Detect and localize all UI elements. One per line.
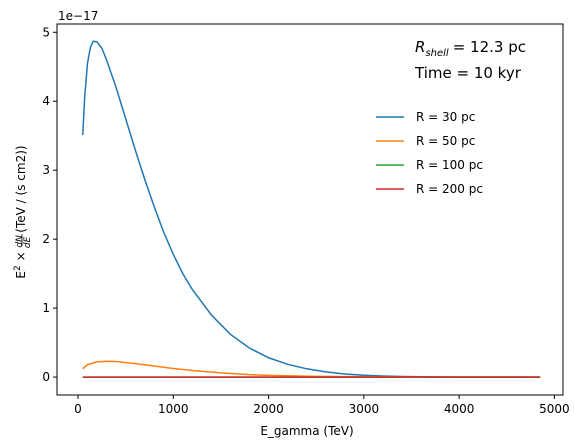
svg-text:Rshell= 12.3 pc: Rshell = 12.3 pc <box>415 38 526 59</box>
x-tick-label: 5000 <box>539 402 570 416</box>
legend-label-3: R = 100 pc <box>416 158 483 172</box>
legend: R = 30 pc R = 50 pc R = 100 pc R = 200 pc <box>376 110 483 196</box>
y-tick-label: 0 <box>42 370 50 384</box>
x-axis-label: E_gamma (TeV) <box>260 424 353 438</box>
x-tick-label: 3000 <box>349 402 380 416</box>
y-tick-label: 4 <box>42 94 50 108</box>
rshell-value: = 12.3 pc <box>453 38 526 56</box>
plot-lines <box>81 40 541 378</box>
svg-text:E2 × dNdE(TeV / (s cm2)): E2 × dNdE (TeV / (s cm2)) <box>13 145 33 278</box>
y-label-times: × <box>14 248 28 266</box>
annotation-rshell: Rshell = 12.3 pc <box>415 38 526 59</box>
x-tick-label: 1000 <box>158 402 189 416</box>
rshell-symbol: R <box>415 38 425 56</box>
y-tick-label: 5 <box>42 25 50 39</box>
annotation-time: Time = 10 kyr <box>414 64 522 82</box>
series-line-1 <box>81 40 541 378</box>
x-axis-ticks: 0 1000 2000 3000 4000 5000 <box>74 395 570 416</box>
y-label-units: (TeV / (s cm2)) <box>14 145 28 232</box>
rshell-subscript: shell <box>425 48 448 59</box>
y-label-exponent: 2 <box>13 265 23 271</box>
y-tick-label: 2 <box>42 232 50 246</box>
y-tick-label: 3 <box>42 163 50 177</box>
x-tick-label: 0 <box>74 402 82 416</box>
x-tick-label: 2000 <box>253 402 284 416</box>
y-tick-label: 1 <box>42 301 50 315</box>
y-axis-ticks: 0 1 2 3 4 5 <box>42 25 57 384</box>
plot-frame <box>56 23 564 396</box>
x-tick-label: 4000 <box>444 402 475 416</box>
y-offset-text: 1e−17 <box>58 9 98 23</box>
legend-label-1: R = 30 pc <box>416 110 475 124</box>
legend-label-4: R = 200 pc <box>416 182 483 196</box>
y-label-e: E <box>14 271 28 279</box>
y-label-fraction-denominator: dE <box>23 236 33 248</box>
y-label-fraction: dN <box>15 235 25 248</box>
y-axis-label: E2 × dNdE (TeV / (s cm2)) <box>13 145 33 278</box>
legend-label-2: R = 50 pc <box>416 134 475 148</box>
